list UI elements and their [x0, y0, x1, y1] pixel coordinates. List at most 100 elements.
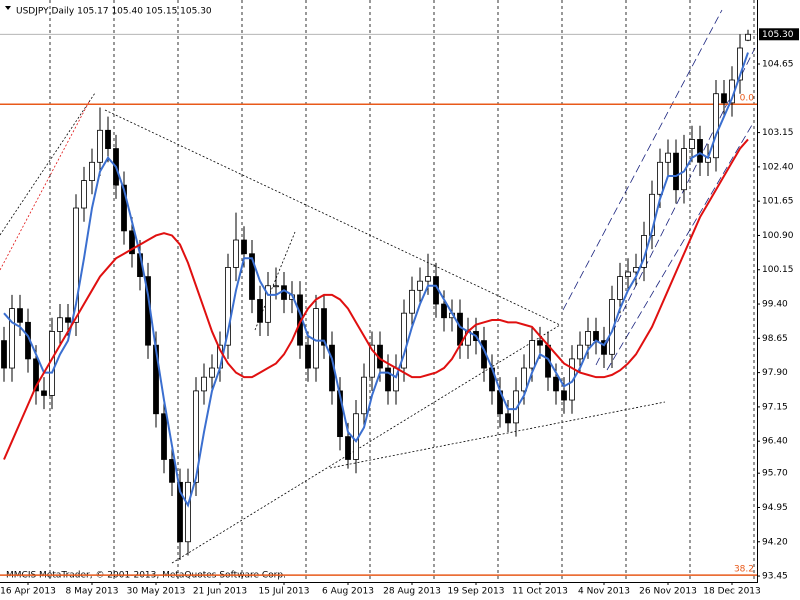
candle-body: [593, 331, 599, 342]
y-tick-label: 100.15: [762, 265, 794, 275]
candle-body: [401, 312, 407, 369]
moving-average: [3, 138, 749, 460]
candle-body: [697, 139, 703, 163]
candle-body: [233, 239, 239, 268]
x-tick-label: 6 Aug 2013: [322, 587, 374, 597]
candle-body: [1, 340, 7, 369]
candle-body: [657, 161, 663, 195]
y-tick-label: 95.70: [762, 469, 788, 479]
candle-body: [577, 344, 583, 360]
candle-body: [745, 33, 751, 41]
candle-body: [17, 308, 23, 323]
candle-body: [305, 344, 311, 369]
last-price-label: 105.30: [762, 30, 794, 40]
chart-title: USDJPY,Daily 105.17 105.40 105.15 105.30: [16, 7, 212, 17]
y-tick-label: 101.65: [762, 197, 794, 207]
trendline: [0, 92, 96, 236]
x-tick-label: 11 Oct 2013: [512, 587, 568, 597]
trendline: [329, 401, 666, 469]
candle-body: [129, 230, 135, 255]
x-tick-label: 30 May 2013: [127, 587, 186, 597]
candle-body: [361, 376, 367, 415]
candle-body: [425, 276, 431, 282]
x-tick-label: 8 May 2013: [66, 587, 119, 597]
y-tick-label: 104.65: [762, 60, 794, 70]
x-tick-label: 19 Sep 2013: [447, 587, 504, 597]
candle-body: [57, 317, 63, 332]
candle-body: [521, 367, 527, 392]
candle-body: [41, 390, 47, 396]
candle-body: [625, 271, 631, 277]
candle-body: [89, 161, 95, 181]
candle-body: [121, 184, 127, 232]
trendline: [0, 99, 91, 271]
level-label: 0.0: [740, 94, 755, 104]
candle-body: [201, 376, 207, 392]
candle-body: [169, 459, 175, 483]
candle-body: [81, 180, 87, 209]
candle-body: [721, 93, 727, 104]
candle-body: [313, 308, 319, 369]
candle-body: [689, 139, 695, 149]
candle-body: [185, 481, 191, 543]
candle-body: [441, 303, 447, 319]
x-tick-label: 15 Jul 2013: [259, 587, 310, 597]
candle-body: [105, 129, 111, 149]
candle-body: [249, 253, 255, 300]
candle-body: [713, 93, 719, 159]
channel-line: [562, 9, 723, 311]
x-tick-label: 28 Aug 2013: [383, 587, 441, 597]
y-tick-label: 94.20: [762, 537, 788, 547]
y-tick-label: 96.40: [762, 437, 788, 447]
candle-body: [273, 285, 279, 288]
candle-body: [9, 308, 15, 369]
candle-body: [617, 276, 623, 300]
candle-body: [369, 344, 375, 378]
moving-average: [3, 52, 749, 508]
candle-body: [665, 152, 671, 163]
candle-body: [513, 390, 519, 424]
y-tick-label: 98.65: [762, 334, 788, 344]
y-tick-label: 94.95: [762, 503, 788, 513]
candle-body: [553, 376, 559, 392]
candle-body: [241, 239, 247, 255]
y-tick-label: 93.45: [762, 572, 788, 582]
candle-body: [65, 317, 71, 323]
candle-body: [225, 267, 231, 346]
x-tick-label: 21 Jun 2013: [193, 587, 247, 597]
trendlines: [0, 9, 756, 564]
x-tick-label: 26 Nov 2013: [639, 587, 697, 597]
candle-body: [529, 340, 535, 369]
candle-body: [209, 367, 215, 378]
candle-body: [569, 358, 575, 401]
candle-body: [97, 129, 103, 163]
channel-line: [595, 47, 756, 366]
candle-body: [585, 331, 591, 346]
candle-body: [409, 289, 415, 314]
candle-body: [193, 390, 199, 483]
level-label: 38.2: [734, 565, 754, 575]
title-icon: [5, 6, 11, 10]
y-tick-label: 102.40: [762, 162, 794, 172]
candle-body: [385, 367, 391, 392]
candle-body: [33, 358, 39, 392]
x-tick-label: 18 Dec 2013: [703, 587, 761, 597]
candle-body: [345, 436, 351, 460]
candle-body: [265, 285, 271, 323]
y-tick-label: 99.40: [762, 300, 788, 310]
candle-body: [505, 413, 511, 424]
candle-body: [681, 148, 687, 191]
candle-body: [257, 299, 263, 323]
x-tick-label: 4 Nov 2013: [578, 587, 630, 597]
candle-body: [673, 152, 679, 191]
candle-body: [601, 340, 607, 355]
candle-body: [737, 47, 743, 81]
x-tick-label: 16 Apr 2013: [0, 587, 56, 597]
candle-body: [321, 308, 327, 346]
y-tick-label: 100.90: [762, 231, 794, 241]
candle-body: [649, 193, 655, 236]
y-tick-label: 97.90: [762, 368, 788, 378]
